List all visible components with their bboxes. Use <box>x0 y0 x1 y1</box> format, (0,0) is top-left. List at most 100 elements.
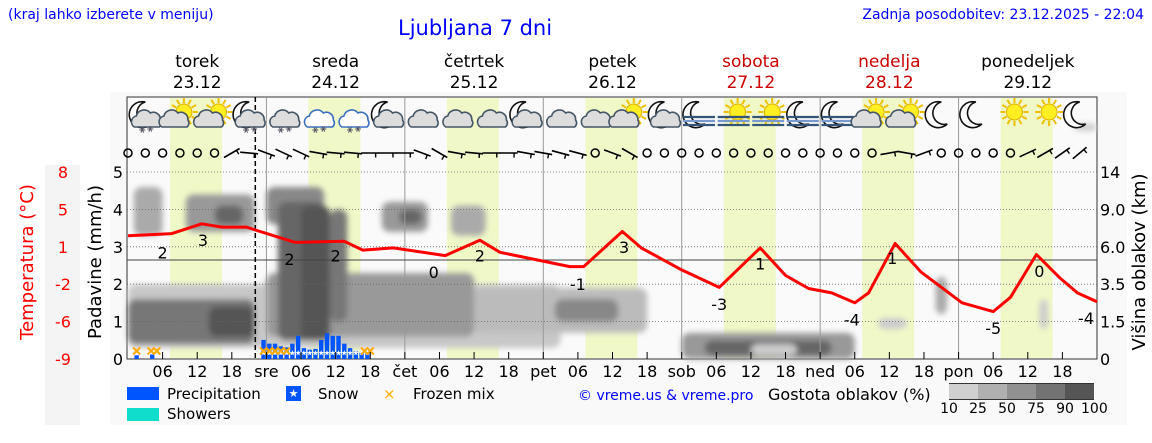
sun-ray <box>779 104 785 109</box>
snowflake-stroke <box>140 127 145 133</box>
precipitation-bar <box>295 335 301 359</box>
sun-ray <box>1021 115 1028 120</box>
wind-barb-tick <box>1032 150 1036 156</box>
wind-barb-icon <box>499 152 518 158</box>
day-name: petek <box>588 52 637 72</box>
cloud-density-area <box>301 205 330 341</box>
calm-wind-icon <box>590 148 600 158</box>
wind-barb-staff <box>275 148 293 158</box>
frozen-mix-stroke <box>366 346 375 356</box>
cloud-density-area <box>877 317 907 330</box>
snow-marker <box>330 350 336 356</box>
x-tick-label: 12 <box>464 362 484 381</box>
sun-ray <box>641 104 647 109</box>
snow-marker <box>353 350 359 356</box>
x-tick-label: 12 <box>741 362 761 381</box>
sun-cloud-icon <box>192 98 233 128</box>
x-tick-label: ned <box>805 362 835 381</box>
calm-wind-icon <box>659 148 670 158</box>
wind-barb-tick <box>1083 149 1088 154</box>
wind-barb-tick <box>425 154 428 160</box>
precipitation-tick-label: 4 <box>113 200 123 219</box>
x-tick-label: 12 <box>325 362 345 381</box>
moon-cloud-icon <box>647 100 682 129</box>
temperature-tick-label: 8 <box>58 163 68 182</box>
wind-barb-icon <box>361 152 380 158</box>
calm-wind-icon <box>642 148 652 158</box>
calm-wind-icon <box>953 148 964 158</box>
x-tick-label: 06 <box>568 362 588 381</box>
sun-ray <box>744 104 751 109</box>
precipitation-bar <box>307 349 312 359</box>
showers-swatch <box>127 408 159 421</box>
wind-barb-tick <box>928 150 932 156</box>
x-tick-label: pet <box>530 362 556 381</box>
cloud-shape <box>511 109 543 128</box>
sun-ray <box>205 104 212 109</box>
cloud-height-axis-title: Višina oblakov (km) <box>1129 173 1150 350</box>
temperature-label: -4 <box>1078 309 1094 328</box>
density-label: 10 <box>940 401 958 417</box>
x-tick-label: 18 <box>637 362 657 381</box>
x-tick-label: pon <box>944 362 974 381</box>
temperature-label: 2 <box>158 243 168 262</box>
snowflake-stroke <box>321 126 326 132</box>
precipitation-swatch <box>127 387 159 400</box>
sun-ray <box>171 104 177 109</box>
calm-wind-icon <box>1005 148 1016 158</box>
precipitation-tick-label: 5 <box>113 163 123 182</box>
moon-cloud-snow-icon <box>232 100 266 133</box>
calm-wind-icon <box>971 148 981 158</box>
sun-ray <box>863 104 869 109</box>
calm-wind-icon <box>694 148 704 158</box>
x-tick-label: sre <box>254 362 278 381</box>
temperature-label: -1 <box>570 275 586 294</box>
sun-cloud-icon <box>850 98 891 128</box>
sun-ray <box>1018 99 1023 105</box>
wind-barb-icon <box>395 152 414 158</box>
snow-marker <box>341 350 347 356</box>
day-name: ponedeljek <box>981 52 1075 72</box>
calm-wind-icon <box>936 148 947 158</box>
snow-marker <box>278 350 284 356</box>
wind-barb-tick <box>615 154 619 160</box>
sun-cloud-icon <box>885 98 925 128</box>
sun-ray <box>759 104 765 109</box>
density-swatch <box>1007 383 1036 400</box>
snow-marker <box>260 350 267 356</box>
x-tick-label: 06 <box>429 362 449 381</box>
moon-icon <box>959 100 983 129</box>
wind-barb-tick <box>581 154 584 159</box>
credit-link[interactable]: © vreme.us & vreme.pro <box>578 388 754 404</box>
sun-ray <box>1001 104 1008 109</box>
precipitation-axis-title: Padavine (mm/h) <box>85 185 106 339</box>
snowflake-stroke <box>286 126 291 132</box>
wind-barb-icon <box>897 150 916 159</box>
daylight-band <box>723 98 776 358</box>
x-tick-label: 18 <box>1052 362 1072 381</box>
wind-barb-icon <box>326 151 345 159</box>
wind-barb-icon <box>1054 147 1071 159</box>
frozen-mix-stroke <box>152 346 162 356</box>
cloud-height-tick-label: 6.0 <box>1100 238 1125 257</box>
cloud-snow-icon <box>338 109 370 133</box>
page-title: Ljubljana 7 dni <box>398 16 553 40</box>
calm-wind-icon <box>798 148 808 158</box>
sun-ray <box>222 99 227 105</box>
wind-barb-tick <box>322 153 325 159</box>
snowflake-stroke <box>244 127 249 133</box>
snow-marker <box>295 350 301 356</box>
precipitation-bar <box>319 339 324 359</box>
x-tick-label: 12 <box>602 362 622 381</box>
cloud-height-tick-label: 9.0 <box>1100 200 1125 219</box>
cloud-height-tick-label: 14 <box>1100 163 1120 182</box>
temperature-axis-panel <box>45 165 80 425</box>
cloud-density-area <box>399 209 423 225</box>
cloud-shape <box>372 109 405 128</box>
day-date: 27.12 <box>726 73 776 93</box>
sun-ray <box>1018 119 1023 125</box>
wind-barb-tick <box>441 155 445 160</box>
snowflake-stroke <box>313 127 318 133</box>
wind-barb-tick <box>529 153 532 159</box>
wind-barb-tick <box>547 153 550 159</box>
